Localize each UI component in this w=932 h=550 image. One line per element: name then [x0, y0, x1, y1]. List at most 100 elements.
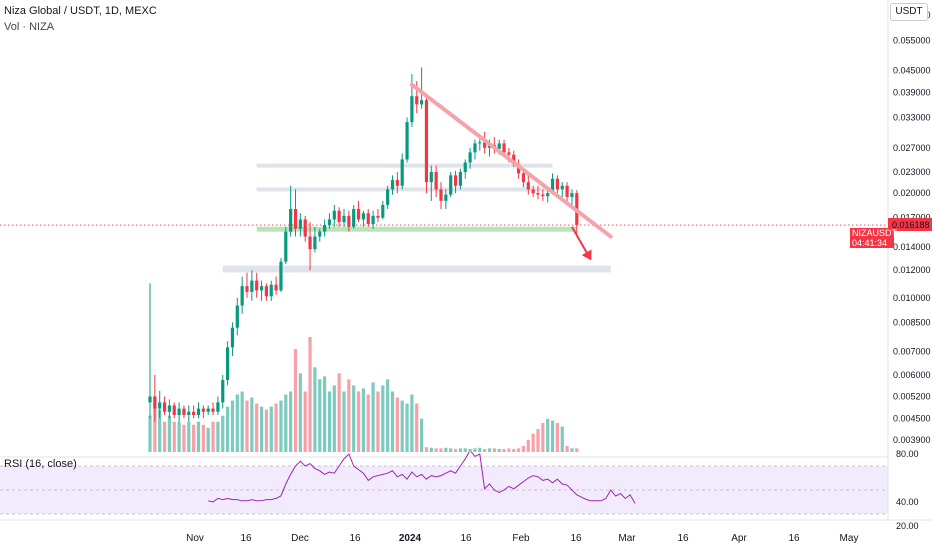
- candle-body: [371, 215, 375, 225]
- candle-body: [284, 231, 288, 262]
- candle-body: [269, 284, 273, 297]
- candle-body: [342, 215, 346, 223]
- candle-body: [507, 152, 511, 155]
- candle-body: [555, 178, 559, 190]
- price-tick-label: 0.027000: [893, 143, 931, 153]
- time-tick-label: 2024: [399, 533, 422, 544]
- candle-body: [550, 178, 555, 194]
- price-tick-label: 0.023000: [893, 167, 931, 177]
- price-tick-label: 0.008500: [893, 317, 931, 327]
- volume-bar: [167, 415, 171, 452]
- volume-bar: [483, 448, 487, 452]
- currency-button[interactable]: USDT: [890, 3, 928, 21]
- arrow-head: [581, 249, 592, 261]
- price-tick-label: 0.014000: [893, 242, 931, 252]
- candle-body: [167, 405, 171, 412]
- descending-trendline: [409, 82, 613, 239]
- candle-body: [216, 402, 220, 412]
- volume-bar: [303, 391, 307, 452]
- volume-bar: [439, 448, 443, 452]
- price-tick-label: 0.005200: [893, 391, 931, 401]
- volume-bar: [371, 382, 375, 452]
- candle-body: [444, 194, 448, 201]
- candle-body: [439, 189, 443, 201]
- candle-body: [531, 189, 535, 194]
- rsi-tick-label: 20.00: [896, 521, 919, 531]
- symbol-label: NIZAUSDT: [852, 228, 897, 238]
- time-tick-label: 16: [570, 533, 582, 544]
- time-tick-label: May: [840, 533, 859, 544]
- candles: [148, 67, 579, 422]
- candle-body: [201, 408, 205, 412]
- volume-bar: [289, 391, 293, 452]
- volume-bar: [240, 391, 244, 452]
- volume-bar: [318, 379, 322, 452]
- candle-body: [323, 224, 327, 232]
- volume-bar: [221, 415, 225, 452]
- volume-bar: [284, 394, 288, 452]
- volume-bars: [148, 337, 579, 452]
- volume-bar: [453, 448, 458, 452]
- volume-bar: [255, 403, 259, 452]
- support-zone: [256, 226, 577, 232]
- resistance-zone-upper: [256, 163, 553, 168]
- candle-body: [172, 405, 176, 415]
- candle-body: [458, 172, 462, 186]
- volume-bar: [196, 421, 201, 452]
- volume-bar: [158, 409, 162, 452]
- volume-bar: [570, 448, 574, 452]
- volume-bar: [230, 400, 235, 452]
- time-tick-label: Nov: [186, 533, 204, 544]
- volume-bar: [259, 406, 264, 452]
- volume-bar: [444, 447, 448, 452]
- candle-body: [289, 209, 293, 232]
- candle-body: [293, 209, 298, 229]
- volume-bar: [323, 376, 327, 452]
- candle-body: [226, 347, 230, 381]
- candle-body: [337, 210, 341, 223]
- candle-body: [415, 96, 419, 105]
- volume-bar: [201, 424, 205, 452]
- candle-body: [250, 280, 254, 292]
- rsi-indicator-label[interactable]: RSI (16, close): [4, 458, 77, 470]
- time-tick-label: Apr: [731, 533, 747, 544]
- price-tick-label: 0.055000: [893, 35, 931, 45]
- volume-bar: [555, 422, 559, 452]
- time-tick-label: Mar: [618, 533, 636, 544]
- lower-zone: [222, 265, 611, 273]
- time-axis[interactable]: Nov 16 Dec 16 2024 16 Feb 16 Mar 16 Apr 16 May: [186, 533, 858, 544]
- volume-bar: [400, 400, 404, 452]
- volume-indicator-label[interactable]: Vol · NIZA: [4, 21, 55, 33]
- volume-bar: [507, 448, 511, 452]
- symbol-title[interactable]: Niza Global / USDT, 1D, MEXC: [4, 5, 157, 17]
- volume-bar: [526, 439, 530, 452]
- last-price-axis-tag: [888, 218, 932, 232]
- price-tick-label: 0.007000: [893, 347, 931, 357]
- candle-body: [308, 236, 312, 250]
- volume-bar: [274, 403, 278, 452]
- time-tick-label: Feb: [512, 533, 530, 544]
- candle-body: [478, 142, 482, 144]
- candle-body: [390, 180, 395, 190]
- volume-bar: [531, 433, 535, 452]
- candle-body: [502, 143, 506, 153]
- rsi-tick-label: 40.00: [896, 497, 919, 507]
- candle-body: [468, 152, 472, 163]
- price-tick-label: 0.020000: [893, 188, 931, 198]
- time-tick-label: 16: [460, 533, 472, 544]
- candle-body: [318, 231, 322, 237]
- rsi-tick-label: 80.00: [896, 449, 919, 459]
- price-tick-label: 0.003900: [893, 435, 931, 445]
- volume-bar: [492, 448, 496, 452]
- volume-bar: [463, 448, 467, 452]
- candle-body: [546, 193, 550, 197]
- candle-body: [405, 122, 409, 160]
- candle-body: [420, 100, 424, 105]
- volume-bar: [337, 373, 341, 452]
- volume-bar: [366, 394, 370, 452]
- volume-bar: [182, 424, 186, 452]
- candle-body: [565, 185, 569, 197]
- candle-body: [206, 408, 210, 412]
- candle-body: [245, 286, 249, 292]
